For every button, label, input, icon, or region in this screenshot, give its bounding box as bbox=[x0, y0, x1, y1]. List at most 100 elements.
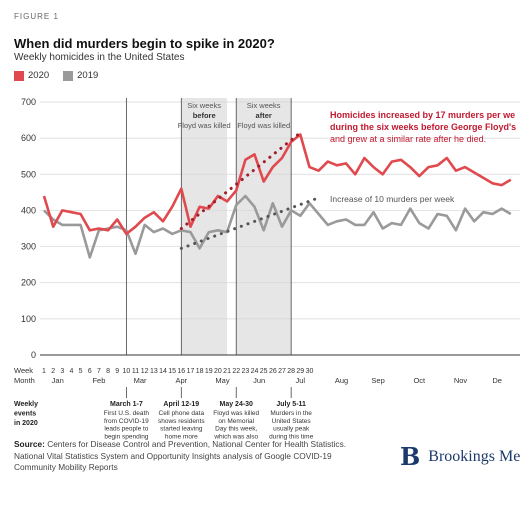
x-tick-label-week-7: 7 bbox=[97, 368, 101, 375]
x-axis-label-month: Month bbox=[14, 376, 35, 385]
month-label-jul: Jul bbox=[296, 376, 306, 385]
month-label-aug: Aug bbox=[335, 376, 348, 385]
x-tick-label-week-30: 30 bbox=[306, 368, 314, 375]
source-label: Source: bbox=[14, 439, 45, 449]
x-tick-label-week-24: 24 bbox=[251, 368, 259, 375]
event-text-4-line-2: United States bbox=[272, 418, 312, 425]
x-tick-label-week-9: 9 bbox=[115, 368, 119, 375]
month-label-feb: Feb bbox=[92, 376, 105, 385]
x-tick-label-week-27: 27 bbox=[278, 368, 286, 375]
event-date-4: July 5-11 bbox=[276, 401, 306, 408]
month-label-de: De bbox=[492, 376, 502, 385]
x-tick-label-week-14: 14 bbox=[159, 368, 167, 375]
x-tick-label-week-20: 20 bbox=[214, 368, 222, 375]
chart-subtitle: Weekly homicides in the United States bbox=[14, 52, 185, 63]
month-label-oct: Oct bbox=[413, 376, 426, 385]
x-tick-label-week-4: 4 bbox=[70, 368, 74, 375]
event-text-4-line-3: usually peak bbox=[273, 426, 310, 433]
x-tick-label-week-26: 26 bbox=[269, 368, 277, 375]
x-tick-label-week-11: 11 bbox=[132, 368, 139, 375]
chart-legend: 2020 2019 bbox=[14, 70, 98, 81]
x-tick-label-week-5: 5 bbox=[79, 368, 83, 375]
trend-line-1 bbox=[179, 131, 302, 230]
x-tick-label-week-18: 18 bbox=[196, 368, 204, 375]
month-label-mar: Mar bbox=[134, 376, 147, 385]
event-text-4-line-4: during this time bbox=[269, 433, 313, 440]
event-date-1: March 1-7 bbox=[110, 401, 143, 408]
event-text-2-line-4: home more bbox=[165, 433, 198, 440]
shaded-region-1 bbox=[181, 98, 228, 355]
y-tick-label-600: 600 bbox=[21, 133, 36, 143]
events-label-line-3: in 2020 bbox=[14, 420, 38, 427]
y-tick-label-200: 200 bbox=[21, 278, 36, 288]
x-tick-label-week-3: 3 bbox=[60, 368, 64, 375]
event-text-2-line-1: Cell phone data bbox=[159, 410, 205, 417]
annotation-2020-line-1: Homicides increased by 17 murders per we bbox=[330, 110, 515, 120]
x-tick-label-week-28: 28 bbox=[287, 368, 295, 375]
shaded-region-label-1-bold: before bbox=[193, 111, 216, 120]
x-tick-label-week-10: 10 bbox=[122, 368, 130, 375]
legend-label-2020: 2020 bbox=[28, 70, 50, 81]
event-text-1-line-1: First U.S. death bbox=[104, 410, 150, 417]
x-tick-label-week-22: 22 bbox=[232, 368, 240, 375]
x-tick-label-week-6: 6 bbox=[88, 368, 92, 375]
x-tick-label-week-15: 15 bbox=[168, 368, 176, 375]
event-text-1-line-4: begin spending bbox=[104, 433, 148, 440]
x-tick-label-week-13: 13 bbox=[150, 368, 158, 375]
event-date-3: May 24-30 bbox=[219, 401, 253, 408]
events-label-line-1: Weekly bbox=[14, 401, 38, 408]
x-tick-label-week-19: 19 bbox=[205, 368, 213, 375]
legend-swatch-2020 bbox=[14, 70, 24, 81]
events-label-line-2: events bbox=[14, 411, 36, 418]
event-text-1-line-2: from COVID-19 bbox=[104, 418, 149, 425]
chart-title: When did murders begin to spike in 2020? bbox=[14, 36, 275, 51]
x-tick-label-week-8: 8 bbox=[106, 368, 110, 375]
x-tick-label-week-1: 1 bbox=[42, 368, 46, 375]
x-tick-label-week-25: 25 bbox=[260, 368, 268, 375]
shaded-region-label-2-end: Floyd was killed bbox=[237, 121, 290, 130]
y-tick-label-500: 500 bbox=[21, 169, 36, 179]
x-tick-label-week-16: 16 bbox=[177, 368, 185, 375]
annotation-2020-line-2: during the six weeks before George Floyd… bbox=[330, 122, 516, 132]
event-text-1-line-3: leads people to bbox=[104, 426, 148, 433]
legend-label-2019: 2019 bbox=[77, 70, 99, 81]
y-tick-label-300: 300 bbox=[21, 242, 36, 252]
shaded-region-label-2: Six weeks bbox=[247, 101, 281, 110]
event-date-2: April 12-19 bbox=[163, 401, 199, 408]
month-label-apr: Apr bbox=[175, 376, 187, 385]
series-line-2020 bbox=[42, 133, 512, 236]
source-note: Source: Centers for Disease Control and … bbox=[14, 439, 359, 474]
month-label-jan: Jan bbox=[52, 376, 64, 385]
y-tick-label-700: 700 bbox=[21, 97, 36, 107]
x-tick-label-week-12: 12 bbox=[141, 368, 149, 375]
brookings-logo: B Brookings Met bbox=[400, 442, 520, 471]
event-text-3-line-3: Day this week, bbox=[215, 426, 257, 433]
trend-line-2 bbox=[179, 196, 321, 250]
x-tick-label-week-21: 21 bbox=[223, 368, 231, 375]
x-tick-label-week-17: 17 bbox=[187, 368, 195, 375]
shaded-region-label-2-bold: after bbox=[256, 111, 272, 120]
month-label-nov: Nov bbox=[454, 376, 468, 385]
legend-item-2019: 2019 bbox=[63, 70, 98, 81]
figure-label: FIGURE 1 bbox=[14, 12, 59, 21]
annotation-2019: Increase of 10 murders per week bbox=[330, 194, 455, 204]
month-label-sep: Sep bbox=[371, 376, 384, 385]
brookings-logo-mark: B bbox=[400, 442, 421, 471]
event-text-2-line-2: shows residents bbox=[158, 418, 205, 425]
x-tick-label-week-23: 23 bbox=[241, 368, 249, 375]
shaded-region-label-1-end: Floyd was killed bbox=[178, 121, 231, 130]
legend-item-2020: 2020 bbox=[14, 70, 49, 81]
x-tick-label-week-2: 2 bbox=[51, 368, 55, 375]
event-text-2-line-3: started leaving bbox=[160, 426, 203, 433]
y-tick-label-100: 100 bbox=[21, 314, 36, 324]
brookings-logo-text: Brookings Met bbox=[428, 447, 520, 465]
event-text-3-line-2: on Memorial bbox=[218, 418, 254, 425]
source-text: Centers for Disease Control and Preventi… bbox=[14, 439, 347, 472]
month-label-jun: Jun bbox=[253, 376, 265, 385]
y-tick-label-400: 400 bbox=[21, 205, 36, 215]
y-tick-label-0: 0 bbox=[31, 350, 36, 360]
month-label-may: May bbox=[215, 376, 229, 385]
annotation-2020-line-3: and grew at a similar rate after he died… bbox=[330, 134, 486, 144]
event-text-3-line-1: Floyd was killed bbox=[213, 410, 259, 417]
